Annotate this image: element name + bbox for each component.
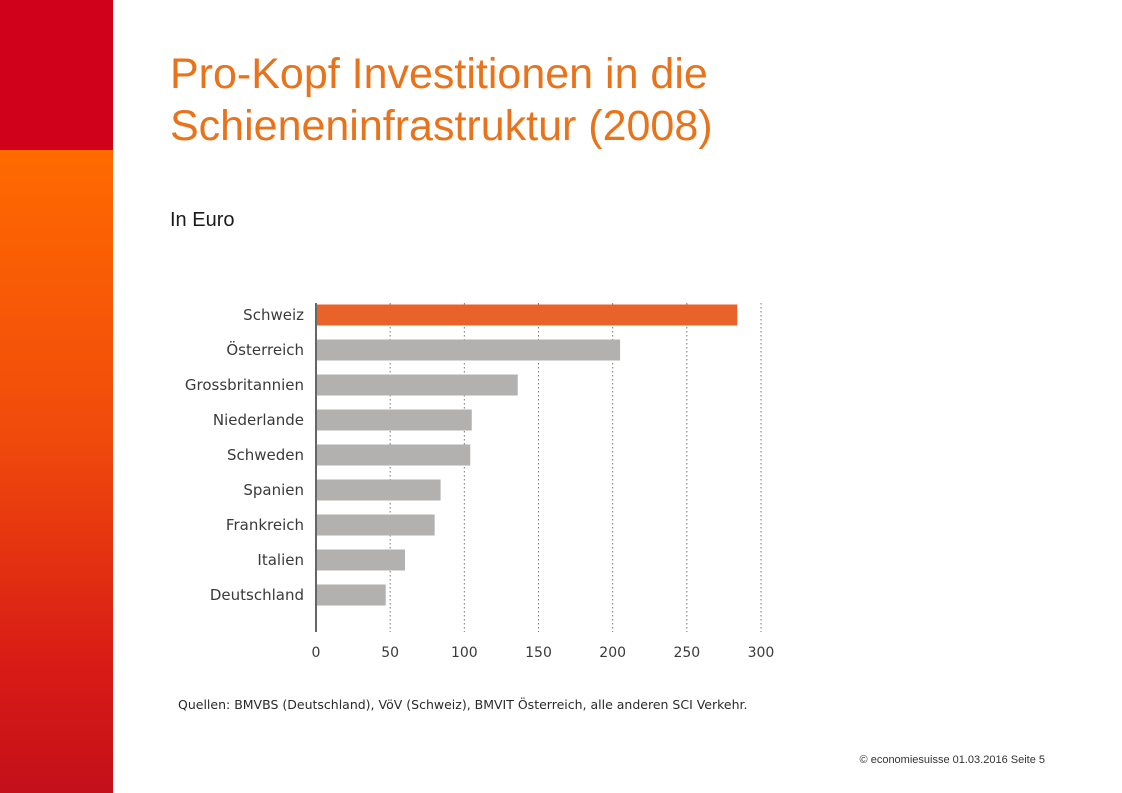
- bar-niederlande: [317, 409, 472, 431]
- x-tick-label: 150: [525, 645, 552, 661]
- sidebar-accent-top: [0, 0, 113, 150]
- category-label: Schweden: [227, 446, 304, 464]
- unit-subtitle: In Euro: [170, 209, 235, 231]
- x-tick-label: 50: [381, 645, 399, 661]
- bar-spanien: [317, 479, 441, 501]
- bar-schweden: [317, 444, 471, 466]
- bar-italien: [317, 549, 405, 571]
- bar-grossbritannien: [317, 374, 518, 396]
- footer-copyright: © economiesuisse 01.03.2016 Seite 5: [859, 754, 1045, 766]
- x-tick-label: 250: [673, 645, 700, 661]
- category-label: Spanien: [243, 481, 304, 499]
- category-label: Grossbritannien: [185, 376, 304, 394]
- category-label: Schweiz: [243, 306, 304, 324]
- page-title: Pro-Kopf Investitionen in die Schienenin…: [170, 48, 713, 152]
- bar-deutschland: [317, 584, 386, 606]
- x-tick-label: 300: [748, 645, 775, 661]
- source-note: Quellen: BMVBS (Deutschland), VöV (Schwe…: [178, 697, 748, 712]
- title-line-1: Pro-Kopf Investitionen in die: [170, 50, 708, 98]
- category-label: Niederlande: [213, 411, 304, 429]
- sidebar-accent-bottom: [0, 150, 113, 793]
- title-line-2: Schieneninfrastruktur (2008): [170, 102, 713, 150]
- x-tick-label: 100: [451, 645, 478, 661]
- category-label: Österreich: [226, 340, 304, 359]
- bar-österreich: [317, 339, 621, 361]
- category-label: Frankreich: [226, 516, 304, 534]
- x-tick-label: 200: [599, 645, 626, 661]
- category-label: Deutschland: [210, 586, 304, 604]
- bar-schweiz: [317, 304, 738, 326]
- category-label: Italien: [257, 551, 304, 569]
- x-tick-label: 0: [312, 645, 321, 661]
- bar-frankreich: [317, 514, 435, 536]
